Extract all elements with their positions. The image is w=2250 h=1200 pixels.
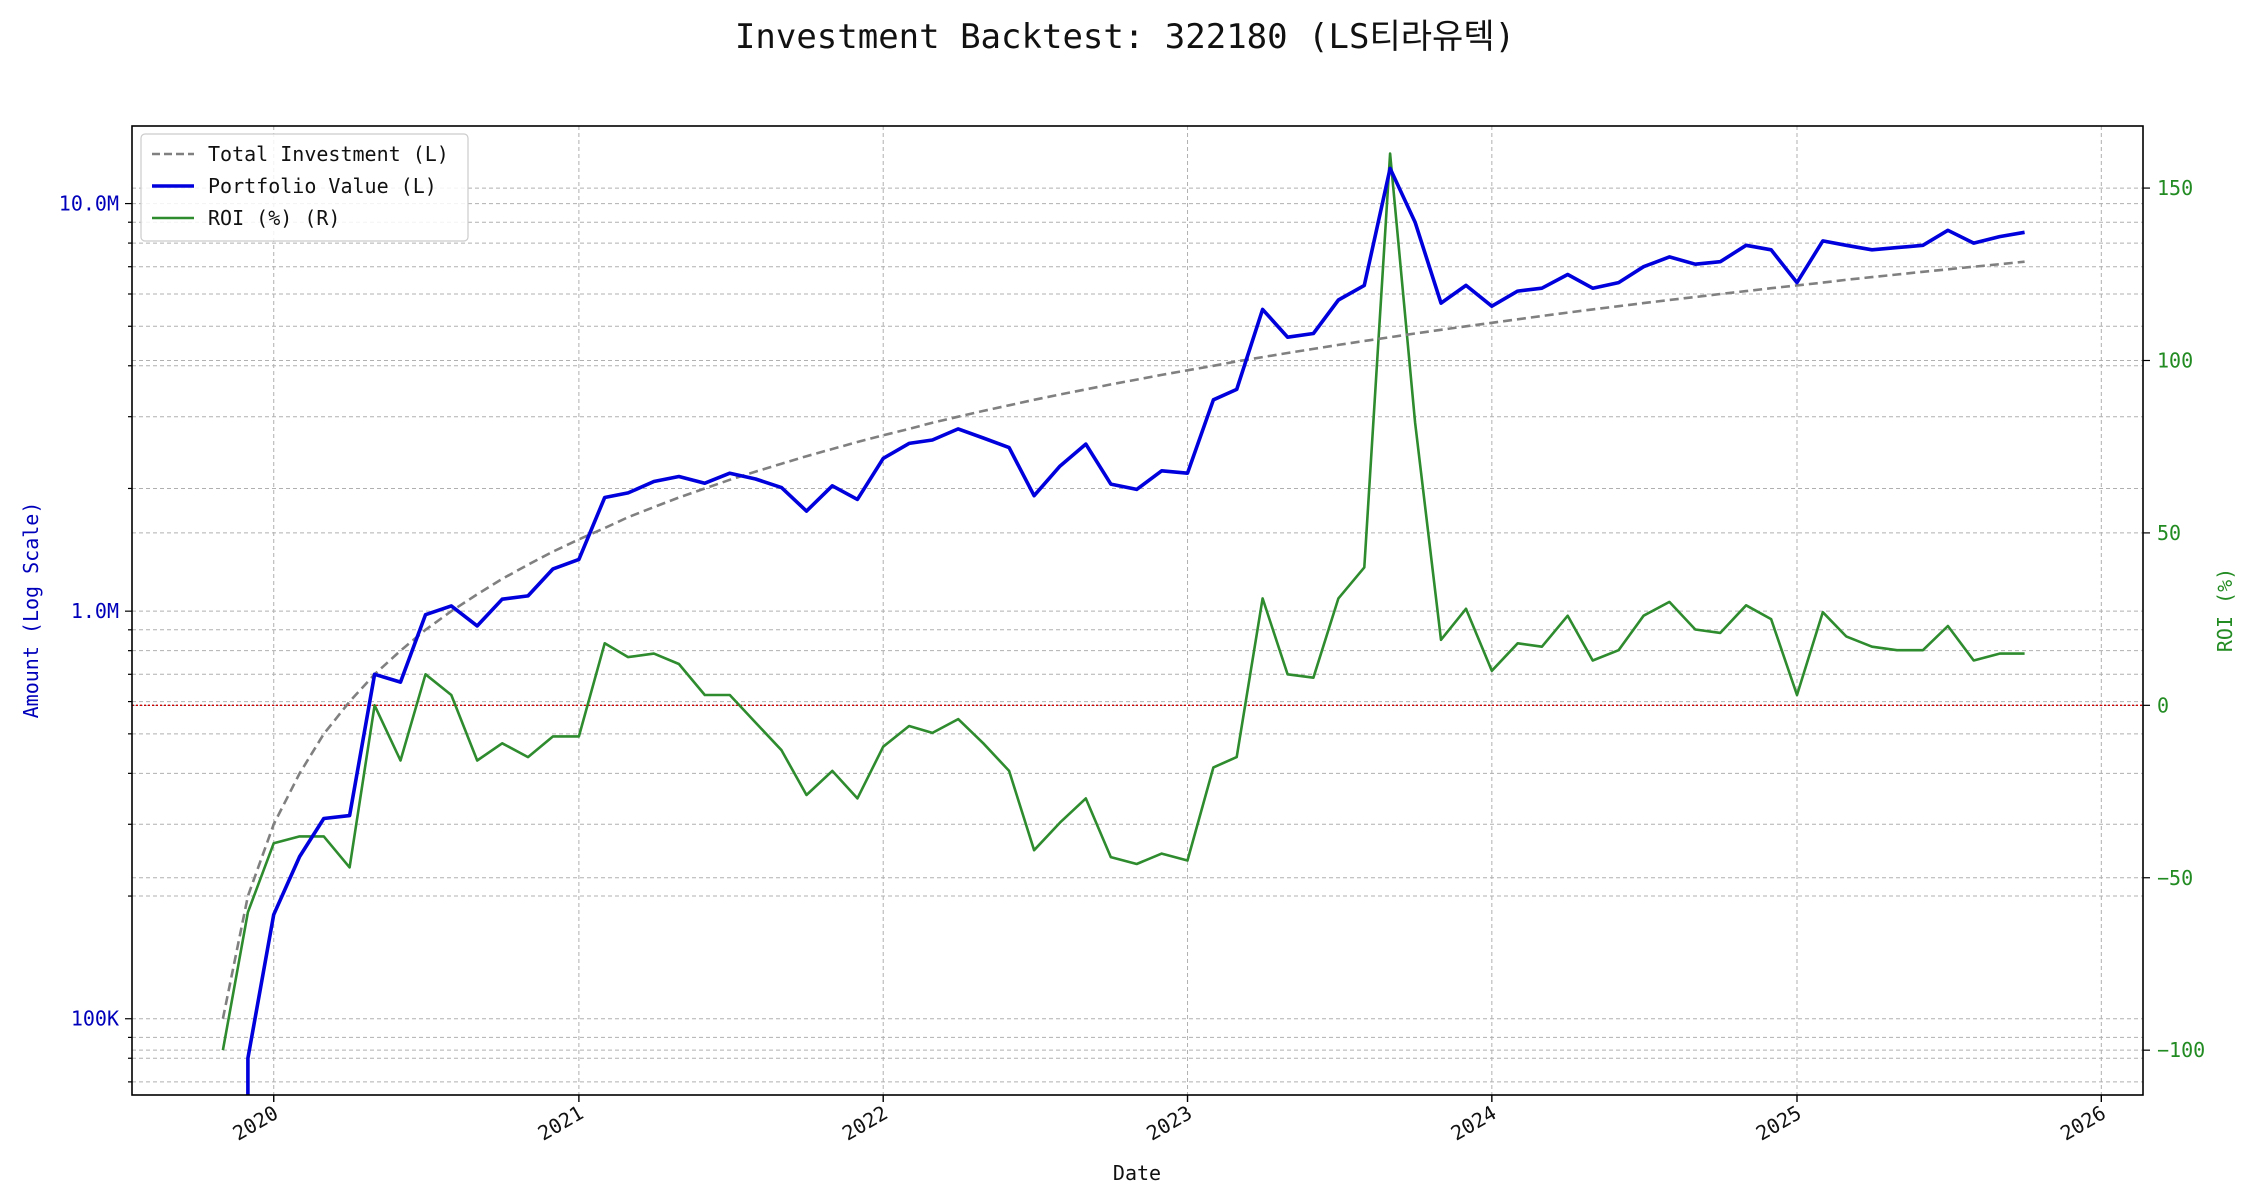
x-axis: 2020 2021 2022 2023 2024 2025 2026 xyxy=(229,1095,2110,1145)
x-tick-label: 2023 xyxy=(1142,1101,1196,1146)
data-lines xyxy=(132,152,2143,1095)
legend-label-roi: ROI (%) (R) xyxy=(208,206,340,230)
left-y-axis-label: Amount (Log Scale) xyxy=(19,502,43,719)
right-tick-label: 50 xyxy=(2157,521,2181,545)
series-total-investment xyxy=(221,260,2025,1019)
left-tick-label: 1.0M xyxy=(71,599,119,623)
plot-area-frame xyxy=(131,125,2144,1096)
left-y-axis: 100K 1.0M 10.0M xyxy=(59,192,132,1083)
left-tick-label: 100K xyxy=(71,1007,119,1031)
legend: Total Investment (L) Portfolio Value (L)… xyxy=(140,133,469,242)
left-tick-label: 10.0M xyxy=(59,192,119,216)
x-tick-label: 2021 xyxy=(534,1101,588,1146)
series-portfolio-value xyxy=(246,166,2025,1095)
right-y-axis-label: ROI (%) xyxy=(2213,568,2237,652)
x-tick-label: 2020 xyxy=(229,1101,283,1146)
series-roi xyxy=(221,152,2025,1051)
x-tick-label: 2026 xyxy=(2056,1101,2110,1146)
chart-title: Investment Backtest: 322180 (LS티라유텍) xyxy=(735,17,1515,57)
legend-box xyxy=(140,133,469,242)
right-y-axis: −100 −50 0 50 100 150 xyxy=(2143,176,2205,1062)
legend-label-portfolio: Portfolio Value (L) xyxy=(208,174,437,198)
x-tick-label: 2022 xyxy=(838,1101,892,1146)
legend-label-investment: Total Investment (L) xyxy=(208,142,449,166)
right-tick-label: −100 xyxy=(2157,1038,2205,1062)
x-tick-label: 2025 xyxy=(1752,1101,1806,1146)
x-axis-label: Date xyxy=(1113,1161,1161,1185)
right-tick-label: 0 xyxy=(2157,693,2169,717)
x-tick-label: 2024 xyxy=(1447,1101,1501,1146)
right-tick-label: −50 xyxy=(2157,866,2193,890)
right-tick-label: 150 xyxy=(2157,176,2193,200)
right-tick-label: 100 xyxy=(2157,348,2193,372)
